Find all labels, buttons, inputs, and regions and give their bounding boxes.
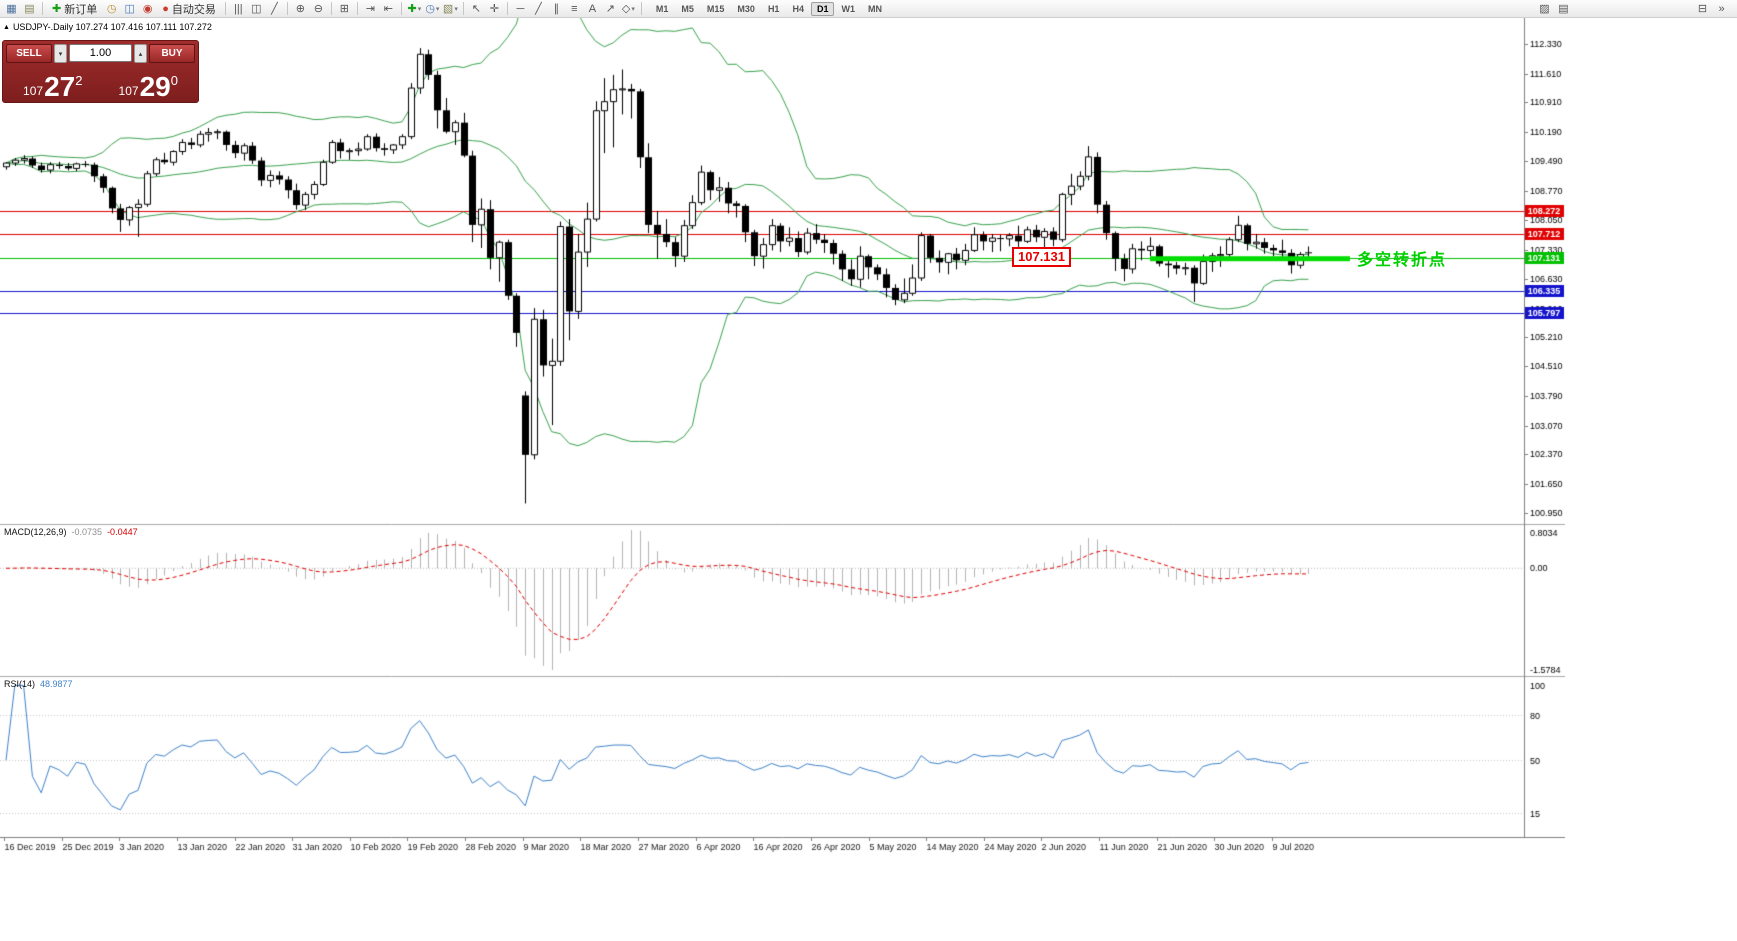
timeframe-toolbar: M1 M5 M15 M30 H1 H4 D1 W1 MN xyxy=(650,1,888,16)
sell-price[interactable]: 107 27 2 xyxy=(6,66,100,102)
timeframe-d1-button[interactable]: D1 xyxy=(810,1,835,16)
rsi-indicator-label: RSI(14) 48.9877 xyxy=(4,679,73,689)
toolbar-separator xyxy=(462,2,464,15)
price-direction-icon: ▲ xyxy=(3,23,10,31)
trendline-icon[interactable]: ╱ xyxy=(535,3,542,15)
trade-panel-controls: SELL ▾ ▴ BUY xyxy=(6,44,195,63)
buy-price[interactable]: 107 29 0 xyxy=(102,66,196,102)
bar-chart-icon[interactable]: ||| xyxy=(234,2,243,15)
rsi-name: RSI(14) xyxy=(4,679,36,689)
volume-down-button[interactable]: ▾ xyxy=(54,44,67,63)
dock-icon[interactable]: ⊟ xyxy=(1697,3,1708,15)
toolbar-overflow-icon[interactable]: » xyxy=(1718,2,1725,15)
new-chart-icon[interactable]: ▦ xyxy=(6,3,17,15)
autotrade-button-label: 自动交易 xyxy=(171,3,216,16)
timeframe-m15-button[interactable]: M15 xyxy=(706,3,725,14)
periods-button[interactable]: ◷ ▾ xyxy=(425,3,440,15)
volume-up-button[interactable]: ▴ xyxy=(134,44,147,63)
fibonacci-icon[interactable]: ≡ xyxy=(571,2,578,15)
autotrade-button[interactable]: ● 自动交易 xyxy=(157,1,221,16)
sell-price-sup: 2 xyxy=(75,73,83,88)
plus-icon: ✚ xyxy=(52,3,62,15)
toolbar-separator xyxy=(224,2,226,15)
timeframe-h4-button[interactable]: H4 xyxy=(792,3,804,14)
toolbar-separator xyxy=(400,2,402,15)
channel-icon[interactable]: ∥ xyxy=(553,3,560,15)
new-order-button-label: 新订单 xyxy=(64,3,98,16)
autotrade-icon: ● xyxy=(162,2,169,15)
toolbar-separator xyxy=(506,2,508,15)
sell-button[interactable]: SELL xyxy=(6,44,52,63)
chart-title: ▲ USDJPY-.Daily 107.274 107.416 107.111 … xyxy=(3,22,212,32)
sell-price-big: 27 xyxy=(44,70,76,102)
chevron-down-icon: ▾ xyxy=(435,5,440,13)
toolbar-separator xyxy=(640,2,642,15)
volume-input[interactable] xyxy=(69,44,132,62)
community-icon[interactable]: ◉ xyxy=(142,3,153,15)
main-toolbar: ▦ ▤ ✚ 新订单 ◷ ◫ ◉ ● 自动交易 ||| ◫ ╱ ⊕ ⊖ ⊞ ⇥ ⇤ ✚ ▾ ◷ ▾ ▧ ▾ ↖ ✛ ─ ╱ ∥ ≡ A ↗ ◇ ▾… xyxy=(0,0,1737,18)
timeframe-mn-button[interactable]: MN xyxy=(867,3,882,14)
zoom-out-icon[interactable]: ⊖ xyxy=(313,3,323,15)
toolbar-separator xyxy=(356,2,358,15)
buy-price-big: 29 xyxy=(139,70,171,102)
profiles-icon[interactable]: ▤ xyxy=(24,3,35,15)
toolbar-separator xyxy=(42,2,43,15)
accounts-icon[interactable]: ◫ xyxy=(124,3,135,15)
shapes-button[interactable]: ◇ ▾ xyxy=(621,3,635,15)
window-arrange-icon[interactable]: ▨ xyxy=(1539,3,1550,15)
new-order-button[interactable]: ✚ 新订单 xyxy=(47,1,102,16)
line-chart-icon[interactable]: ╱ xyxy=(271,3,278,15)
history-center-icon[interactable]: ◷ xyxy=(106,3,117,15)
buy-price-main: 107 xyxy=(118,84,139,98)
buy-button[interactable]: BUY xyxy=(149,44,195,63)
auto-scroll-icon[interactable]: ⇥ xyxy=(365,3,375,15)
macd-name: MACD(12,26,9) xyxy=(4,527,67,537)
chart-title-text: USDJPY-.Daily 107.274 107.416 107.111 10… xyxy=(12,22,212,32)
chart-shift-icon[interactable]: ⇤ xyxy=(383,3,393,15)
chevron-down-icon: ▾ xyxy=(631,5,635,13)
chevron-down-icon: ▾ xyxy=(454,5,458,13)
buy-price-sup: 0 xyxy=(170,73,178,88)
chevron-down-icon: ▾ xyxy=(417,5,422,13)
timeframe-h1-button[interactable]: H1 xyxy=(767,3,780,14)
macd-signal-value: -0.0447 xyxy=(107,527,138,537)
macd-main-value: -0.0735 xyxy=(71,527,103,537)
macd-indicator-label: MACD(12,26,9) -0.0735 -0.0447 xyxy=(4,527,138,537)
chart-list-icon[interactable]: ▤ xyxy=(1558,3,1569,15)
chevron-up-icon: ▴ xyxy=(138,50,143,58)
trade-panel-prices: 107 27 2 107 29 0 xyxy=(6,66,196,102)
pivot-annotation-label[interactable]: 多空转折点 xyxy=(1357,252,1448,269)
rsi-value: 48.9877 xyxy=(40,679,73,689)
cursor-icon[interactable]: ↖ xyxy=(471,3,481,15)
price-annotation-flag[interactable]: 107.131 xyxy=(1012,247,1071,267)
candlestick-chart-icon[interactable]: ◫ xyxy=(251,3,262,15)
templates-button[interactable]: ▧ ▾ xyxy=(442,3,458,15)
toolbar-separator xyxy=(330,2,332,15)
timeframe-m5-button[interactable]: M5 xyxy=(681,3,694,14)
chevron-down-icon: ▾ xyxy=(58,50,63,58)
timeframe-m1-button[interactable]: M1 xyxy=(655,3,669,14)
horizontal-line-icon[interactable]: ─ xyxy=(516,2,525,15)
timeframe-w1-button[interactable]: W1 xyxy=(841,3,855,14)
toolbar-right-group: ▨ ▤ ⊟ » xyxy=(1536,1,1730,16)
tile-windows-icon[interactable]: ⊞ xyxy=(339,3,349,15)
arrows-icon[interactable]: ↗ xyxy=(605,3,615,15)
text-icon[interactable]: A xyxy=(588,2,597,15)
sell-price-main: 107 xyxy=(23,84,44,98)
crosshair-icon[interactable]: ✛ xyxy=(489,3,499,15)
toolbar-separator xyxy=(286,2,288,15)
price-chart-canvas[interactable] xyxy=(0,18,1737,941)
zoom-in-icon[interactable]: ⊕ xyxy=(295,3,305,15)
timeframe-m30-button[interactable]: M30 xyxy=(737,3,755,14)
indicators-button[interactable]: ✚ ▾ xyxy=(407,3,422,15)
